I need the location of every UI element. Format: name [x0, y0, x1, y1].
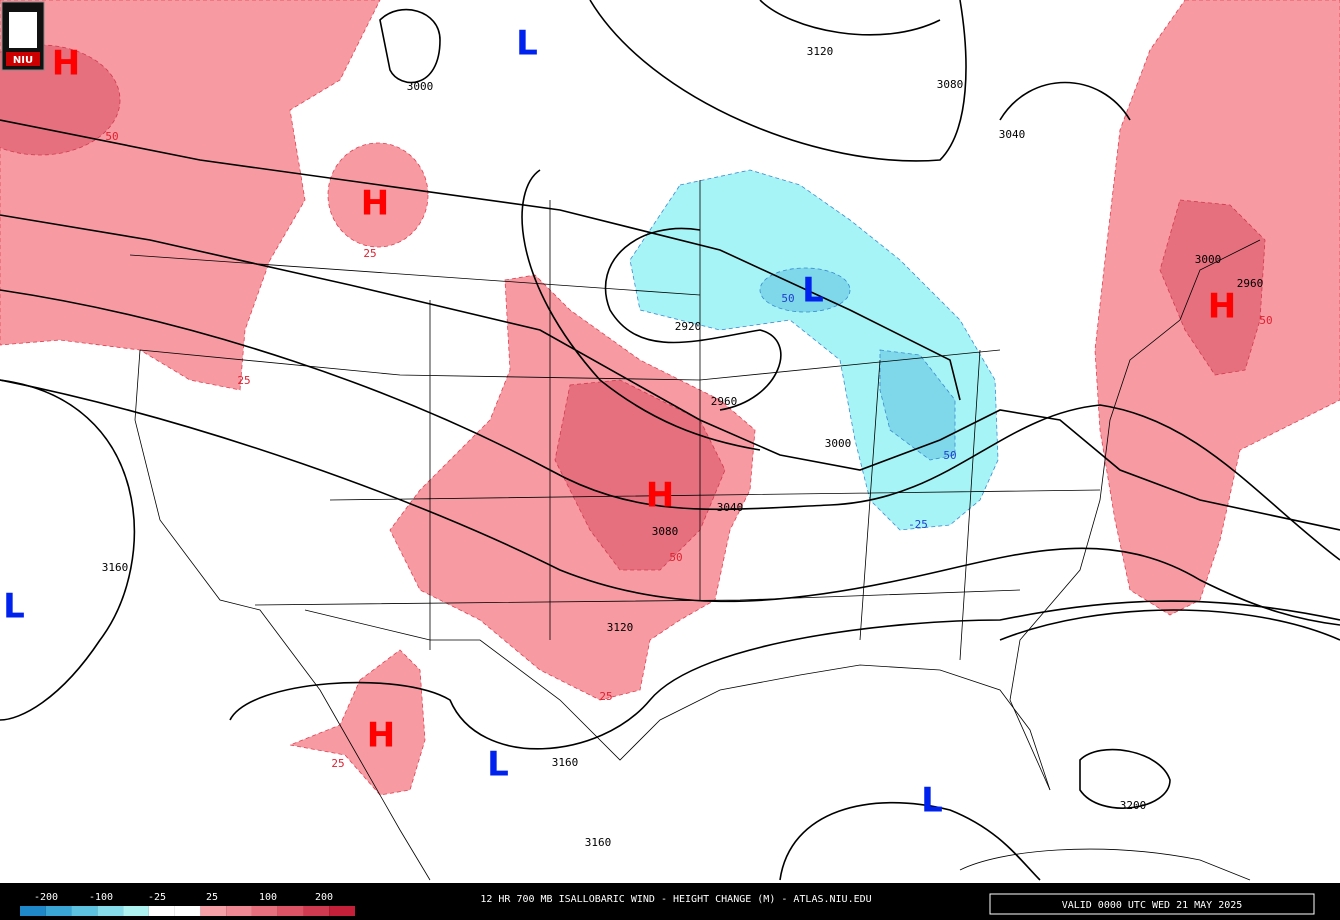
height-contours	[0, 0, 1340, 881]
contour-label: 3120	[607, 621, 634, 634]
legend-swatch	[251, 906, 278, 916]
contour-label: 3000	[825, 437, 852, 450]
valid-box	[989, 893, 1315, 915]
pressure-centers: H H L L H H H L L L	[3, 24, 1236, 821]
high-center: H	[52, 44, 80, 84]
change-label: 50	[943, 449, 956, 462]
legend-swatch	[97, 906, 124, 916]
legend-label: -200	[34, 892, 58, 903]
logo-tower	[9, 12, 37, 48]
contour-label: 3000	[1195, 253, 1222, 266]
legend-label: 200	[315, 892, 333, 903]
legend-label: -25	[148, 892, 166, 903]
contour-label: 2960	[711, 395, 738, 408]
legend-swatch	[148, 906, 175, 916]
change-label: 25	[599, 690, 612, 703]
contour-label: 2960	[1237, 277, 1264, 290]
change-label: 25	[331, 757, 344, 770]
legend-swatch	[71, 906, 98, 916]
low-center: L	[921, 781, 943, 821]
high-center: H	[367, 716, 395, 756]
logo-banner	[6, 52, 40, 66]
contour-label: 3160	[102, 561, 129, 574]
logo-text: NIU	[13, 55, 33, 66]
legend-swatch	[45, 906, 72, 916]
low-center: L	[3, 587, 25, 627]
contour-label: 3040	[717, 501, 744, 514]
change-label: 50	[105, 130, 118, 143]
legend-swatch	[20, 906, 46, 916]
low-center: L	[516, 24, 538, 64]
contour-label: 3200	[1120, 799, 1147, 812]
high-center: H	[1208, 287, 1236, 327]
contour-label: 3160	[552, 756, 579, 769]
low-center: L	[487, 745, 509, 785]
change-label: 25	[237, 374, 250, 387]
change-label: 50	[669, 551, 682, 564]
contour-label: 3160	[585, 836, 612, 849]
valid-time: VALID 0000 UTC WED 21 MAY 2025	[1062, 900, 1243, 911]
high-center: H	[646, 476, 674, 516]
logo: NIU	[1, 1, 45, 71]
contour-label: 3000	[407, 80, 434, 93]
contour-label: 3040	[999, 128, 1026, 141]
change-label: -25	[908, 518, 928, 531]
map-title: 12 HR 700 MB ISALLOBARIC WIND - HEIGHT C…	[480, 894, 871, 905]
contour-label: 2920	[675, 320, 702, 333]
low-center: L	[802, 271, 824, 311]
geography	[129, 180, 1261, 881]
change-label: 50	[1259, 314, 1272, 327]
contour-label: 3080	[652, 525, 679, 538]
contour-label: 3120	[807, 45, 834, 58]
legend-swatch	[174, 906, 201, 916]
legend-swatch	[303, 906, 330, 916]
high-center: H	[361, 184, 389, 224]
legend-swatch	[277, 906, 304, 916]
legend-swatch	[226, 906, 252, 916]
legend: -200 -100 -25 25 100 200	[20, 892, 355, 916]
height-change-shading	[0, 0, 1340, 796]
legend-swatch	[329, 906, 355, 916]
contour-labels: 3000 3120 3080 3040 3000 2960 2920 2960 …	[102, 45, 1264, 849]
legend-swatch	[123, 906, 149, 916]
legend-label: 100	[259, 892, 277, 903]
contour-label: 3080	[937, 78, 964, 91]
legend-swatch	[200, 906, 227, 916]
change-label: 25	[363, 247, 376, 260]
change-labels: 50 25 25 50 50 25 25 50 50 -25	[105, 130, 1272, 770]
change-label: 50	[781, 292, 794, 305]
legend-label: 25	[206, 892, 218, 903]
legend-label: -100	[89, 892, 113, 903]
